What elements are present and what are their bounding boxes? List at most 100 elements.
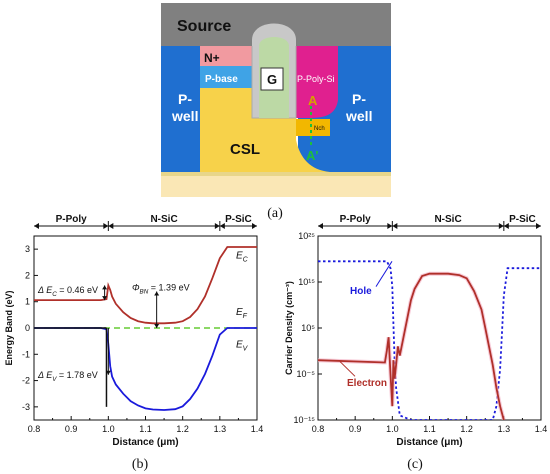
y-tick-label-2: 10⁵ (301, 323, 315, 333)
region-label-0: P-Poly (56, 214, 88, 225)
region-arrow-left-0 (318, 223, 323, 229)
y-tick-label-6: 3 (25, 244, 30, 254)
region-arrow-left-1 (108, 223, 114, 229)
p-well-right-label: P- (352, 91, 366, 107)
delta-ec-arrowhead-top (102, 285, 108, 290)
series-electron (318, 272, 505, 420)
device-cross-section (161, 3, 391, 197)
x-tick-label-5: 1.3 (498, 424, 511, 434)
region-arrow-right-1 (498, 223, 504, 229)
delta-ev-annotation-sub: V (52, 376, 57, 383)
hole-pointer (375, 261, 393, 287)
delta-ec-annotation: Δ EC = 0.46 eV (37, 285, 98, 298)
delta-ev-arrowhead (105, 370, 111, 375)
ec-label: EC (236, 250, 249, 263)
electron-pointer (339, 361, 356, 377)
ef-label-sub: F (243, 313, 248, 320)
x-tick-label-6: 1.4 (535, 424, 548, 434)
region-arrow-left-2 (219, 223, 225, 229)
subfigure-label-c: (c) (407, 457, 423, 472)
ef-label: EF (236, 307, 248, 320)
y-tick-label-3: 0 (25, 323, 30, 333)
y-tick-label-5: 2 (25, 270, 30, 280)
x-tick-label-3: 1.1 (423, 424, 436, 434)
region-arrow-right-0 (387, 223, 393, 229)
p-poly-si-region (296, 46, 338, 118)
phi-bn-arrowhead-top (154, 291, 160, 296)
y-tick-label-3: 10¹⁵ (298, 277, 315, 287)
x-tick-label-1: 0.9 (349, 424, 362, 434)
phi-bn-annotation-rest: = 1.39 eV (148, 282, 189, 292)
csl-label: CSL (230, 141, 260, 158)
p-well-left-label-2: well (171, 108, 198, 124)
drift-region (161, 172, 391, 197)
phi-bn-annotation-main: Φ (132, 282, 140, 292)
subfigure-label-b: (b) (132, 457, 149, 472)
ev-label-main: E (236, 340, 243, 351)
region-label-1: N-SiC (434, 214, 461, 225)
x-axis-label: Distance (μm) (396, 437, 462, 448)
region-arrow-right-2 (536, 223, 541, 229)
region-arrow-left-2 (503, 223, 509, 229)
x-tick-label-5: 1.3 (214, 424, 227, 434)
delta-ev-annotation-main: Δ E (37, 370, 53, 380)
x-tick-label-3: 1.1 (139, 424, 152, 434)
n-epi-line (161, 172, 391, 176)
region-label-0: P-Poly (340, 214, 372, 225)
x-tick-label-2: 1.0 (386, 424, 399, 434)
region-label-2: P-SiC (225, 214, 252, 225)
ec-label-main: E (236, 250, 243, 261)
phi-bn-annotation-sub: BN (140, 288, 149, 295)
x-tick-label-4: 1.2 (176, 424, 189, 434)
y-tick-label-4: 1 (25, 297, 30, 307)
region-arrow-right-0 (103, 223, 109, 229)
p-poly-si-label: P-Poly-Si (297, 74, 335, 84)
ef-label-main: E (236, 307, 243, 318)
ec-label-sub: C (243, 256, 249, 263)
p-base-label: P-base (205, 74, 238, 85)
delta-ev-annotation: Δ EV = 1.78 eV (37, 370, 98, 383)
n-plus-label: N+ (204, 51, 220, 65)
n-plus (200, 46, 254, 66)
carrier-density-chart: P-Poly N-SiC P-SiC 0.8 0.9 1.0 1.1 1.2 1.3 1.4 Dis… (284, 214, 547, 448)
ev-label-sub: V (243, 346, 249, 353)
delta-ec-annotation-sub: C (52, 291, 57, 298)
energy-band-chart: P-Poly N-SiC P-SiC 0.8 0.9 1.0 1.1 1.2 1.3 1.4 Dis… (4, 214, 263, 448)
region-arrow-left-1 (392, 223, 398, 229)
delta-ev-annotation-rest: = 1.78 eV (56, 370, 97, 380)
a-point-label: A (308, 93, 318, 108)
electron-label: Electron (347, 378, 387, 389)
hole-label: Hole (350, 286, 372, 297)
source-label: Source (177, 18, 231, 35)
y-axis-label: Carrier Density (cm⁻³) (284, 281, 294, 375)
x-tick-label-0: 0.8 (312, 424, 325, 434)
region-arrow-left-0 (34, 223, 39, 229)
delta-ec-annotation-main: Δ E (37, 285, 53, 295)
y-tick-label-0: 10⁻¹⁵ (294, 415, 316, 425)
nch-region (296, 119, 330, 136)
y-tick-label-1: -2 (22, 376, 30, 386)
x-tick-label-0: 0.8 (28, 424, 41, 434)
phi-bn-arrowhead-bottom (154, 324, 160, 328)
p-well-left-label: P- (178, 91, 192, 107)
gate-poly-top (259, 37, 289, 46)
ev-label: EV (236, 340, 249, 353)
gate-label-box (260, 67, 284, 91)
subfigure-label-a: (a) (267, 206, 283, 221)
y-tick-label-4: 10²⁵ (298, 231, 315, 241)
series-e-c (34, 246, 257, 325)
x-tick-label-6: 1.4 (251, 424, 264, 434)
y-tick-label-2: -1 (22, 349, 30, 359)
plot-frame (317, 235, 542, 421)
gate-label: G (267, 72, 277, 87)
a-prime-label: A' (306, 148, 318, 163)
delta-ec-annotation-rest: = 0.46 eV (57, 285, 98, 295)
x-tick-label-4: 1.2 (460, 424, 473, 434)
region-label-2: P-SiC (509, 214, 536, 225)
phi-bn-annotation: ΦBN = 1.39 eV (132, 282, 190, 295)
region-label-1: N-SiC (150, 214, 177, 225)
series-e-v (34, 327, 257, 411)
y-axis-label: Energy Band (eV) (4, 290, 14, 365)
region-arrow-right-2 (252, 223, 257, 229)
